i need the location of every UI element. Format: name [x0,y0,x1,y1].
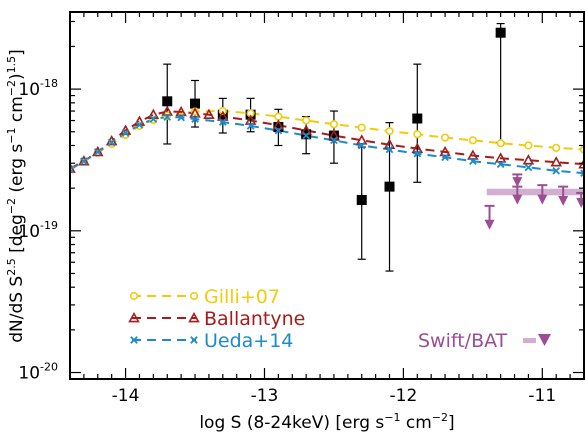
upper-limit-arrow [576,197,584,208]
legend-swatch-swift-arrow [538,334,551,346]
swift-bat-band [486,188,584,196]
point-gilli-07 [440,133,450,142]
point-ueda-14 [135,120,144,129]
upper-limit-arrow [512,177,523,188]
measurement-point [273,122,284,133]
model-markers [70,105,584,178]
point-ballantyne [244,114,257,125]
legend-marker-gilli-07 [189,291,199,301]
point-ueda-14 [302,131,310,140]
point-ueda-14 [469,157,477,166]
legend-label-ballantyne: Ballantyne [204,308,305,330]
x-tick-label: -11 [528,386,556,406]
point-gilli-07 [468,136,477,145]
measurement-point [162,96,173,107]
point-ueda-14 [357,141,366,150]
point-gilli-07 [413,130,422,139]
point-ueda-14 [496,160,505,169]
point-ueda-14 [385,145,394,154]
upper-limit-arrow [512,194,523,205]
measurement-point [356,194,367,205]
tick-labels: -14 -13 -12 -11 10-18 10-19 10-20 [18,77,556,406]
point-gilli-07 [329,120,339,129]
point-ueda-14 [163,113,172,121]
point-ueda-14 [177,113,185,122]
measurement-point [328,130,339,141]
point-ueda-14 [70,165,74,174]
point-ballantyne [92,145,104,157]
point-ballantyne [550,156,562,167]
y-tick-label: 10-18 [18,77,58,100]
point-gilli-07 [524,141,533,150]
point-ballantyne [189,107,201,118]
point-ueda-14 [80,157,88,166]
point-ueda-14 [441,153,449,162]
point-gilli-07 [385,127,394,136]
point-gilli-07 [274,112,283,121]
legend-swatch-swift-band [523,338,536,343]
x-tick-label: -14 [112,386,140,406]
point-ballantyne [300,124,312,135]
point-gilli-07 [302,116,311,125]
point-ballantyne [217,110,229,121]
point-ballantyne [467,149,479,160]
point-ueda-14 [121,129,130,137]
plot-area [70,12,584,379]
point-ueda-14 [274,126,283,135]
series-line-gilli-07 [70,109,584,170]
upper-limit-arrow [558,195,569,206]
axis-ticks [69,12,585,380]
point-ueda-14 [413,149,422,158]
point-ueda-14 [93,148,102,156]
legend-label-gilli-07: Gilli+07 [204,286,280,308]
point-ballantyne [439,145,451,157]
legend-label-swift-bat: Swift/BAT [418,330,508,352]
point-ueda-14 [580,169,584,178]
measurement-point [495,27,506,38]
point-ueda-14 [552,166,561,175]
measurement-point [412,113,423,124]
y-tick-label: 10-20 [18,361,58,384]
point-gilli-07 [496,139,505,148]
point-ballantyne [494,152,507,163]
legend-label-ueda-14: Ueda+14 [204,330,293,352]
legend-marker-gilli-07 [129,291,139,301]
point-ueda-14 [149,115,158,123]
point-ballantyne [175,105,187,117]
point-ueda-14 [191,115,199,123]
point-ballantyne [78,155,90,166]
x-tick-label: -12 [390,386,418,406]
upper-limit-arrow [537,194,548,205]
upper-limit-arrow [484,219,495,230]
point-ueda-14 [218,118,227,126]
point-ueda-14 [524,163,533,172]
x-axis-label: log S (8-24keV) [erg s−1 cm−2] [199,411,454,433]
point-ballantyne [203,108,215,119]
point-ballantyne [411,142,424,153]
point-ballantyne [161,105,174,116]
legend-marker-ueda-14 [190,336,198,344]
point-ballantyne [522,154,535,165]
plot-frame [69,11,585,380]
y-axis-label: dN/dS S2.5 [deg−2 (erg s−1 cm−2)1.5] [5,49,27,343]
y-tick-label: 10-19 [18,219,58,242]
point-ballantyne [355,134,368,145]
legend-marker-ueda-14 [130,336,138,344]
legend-marker-ballantyne [128,311,140,323]
point-gilli-07 [552,143,561,152]
legend-marker-ballantyne [188,311,200,323]
measurement-point [384,181,395,192]
point-ueda-14 [246,122,255,130]
measurement-point [190,98,201,109]
point-ueda-14 [107,138,116,147]
swift-bat-upper-limits [484,173,584,230]
point-ueda-14 [330,136,338,145]
point-gilli-07 [357,123,366,132]
x-tick-label: -13 [251,386,279,406]
point-ballantyne [272,119,285,130]
